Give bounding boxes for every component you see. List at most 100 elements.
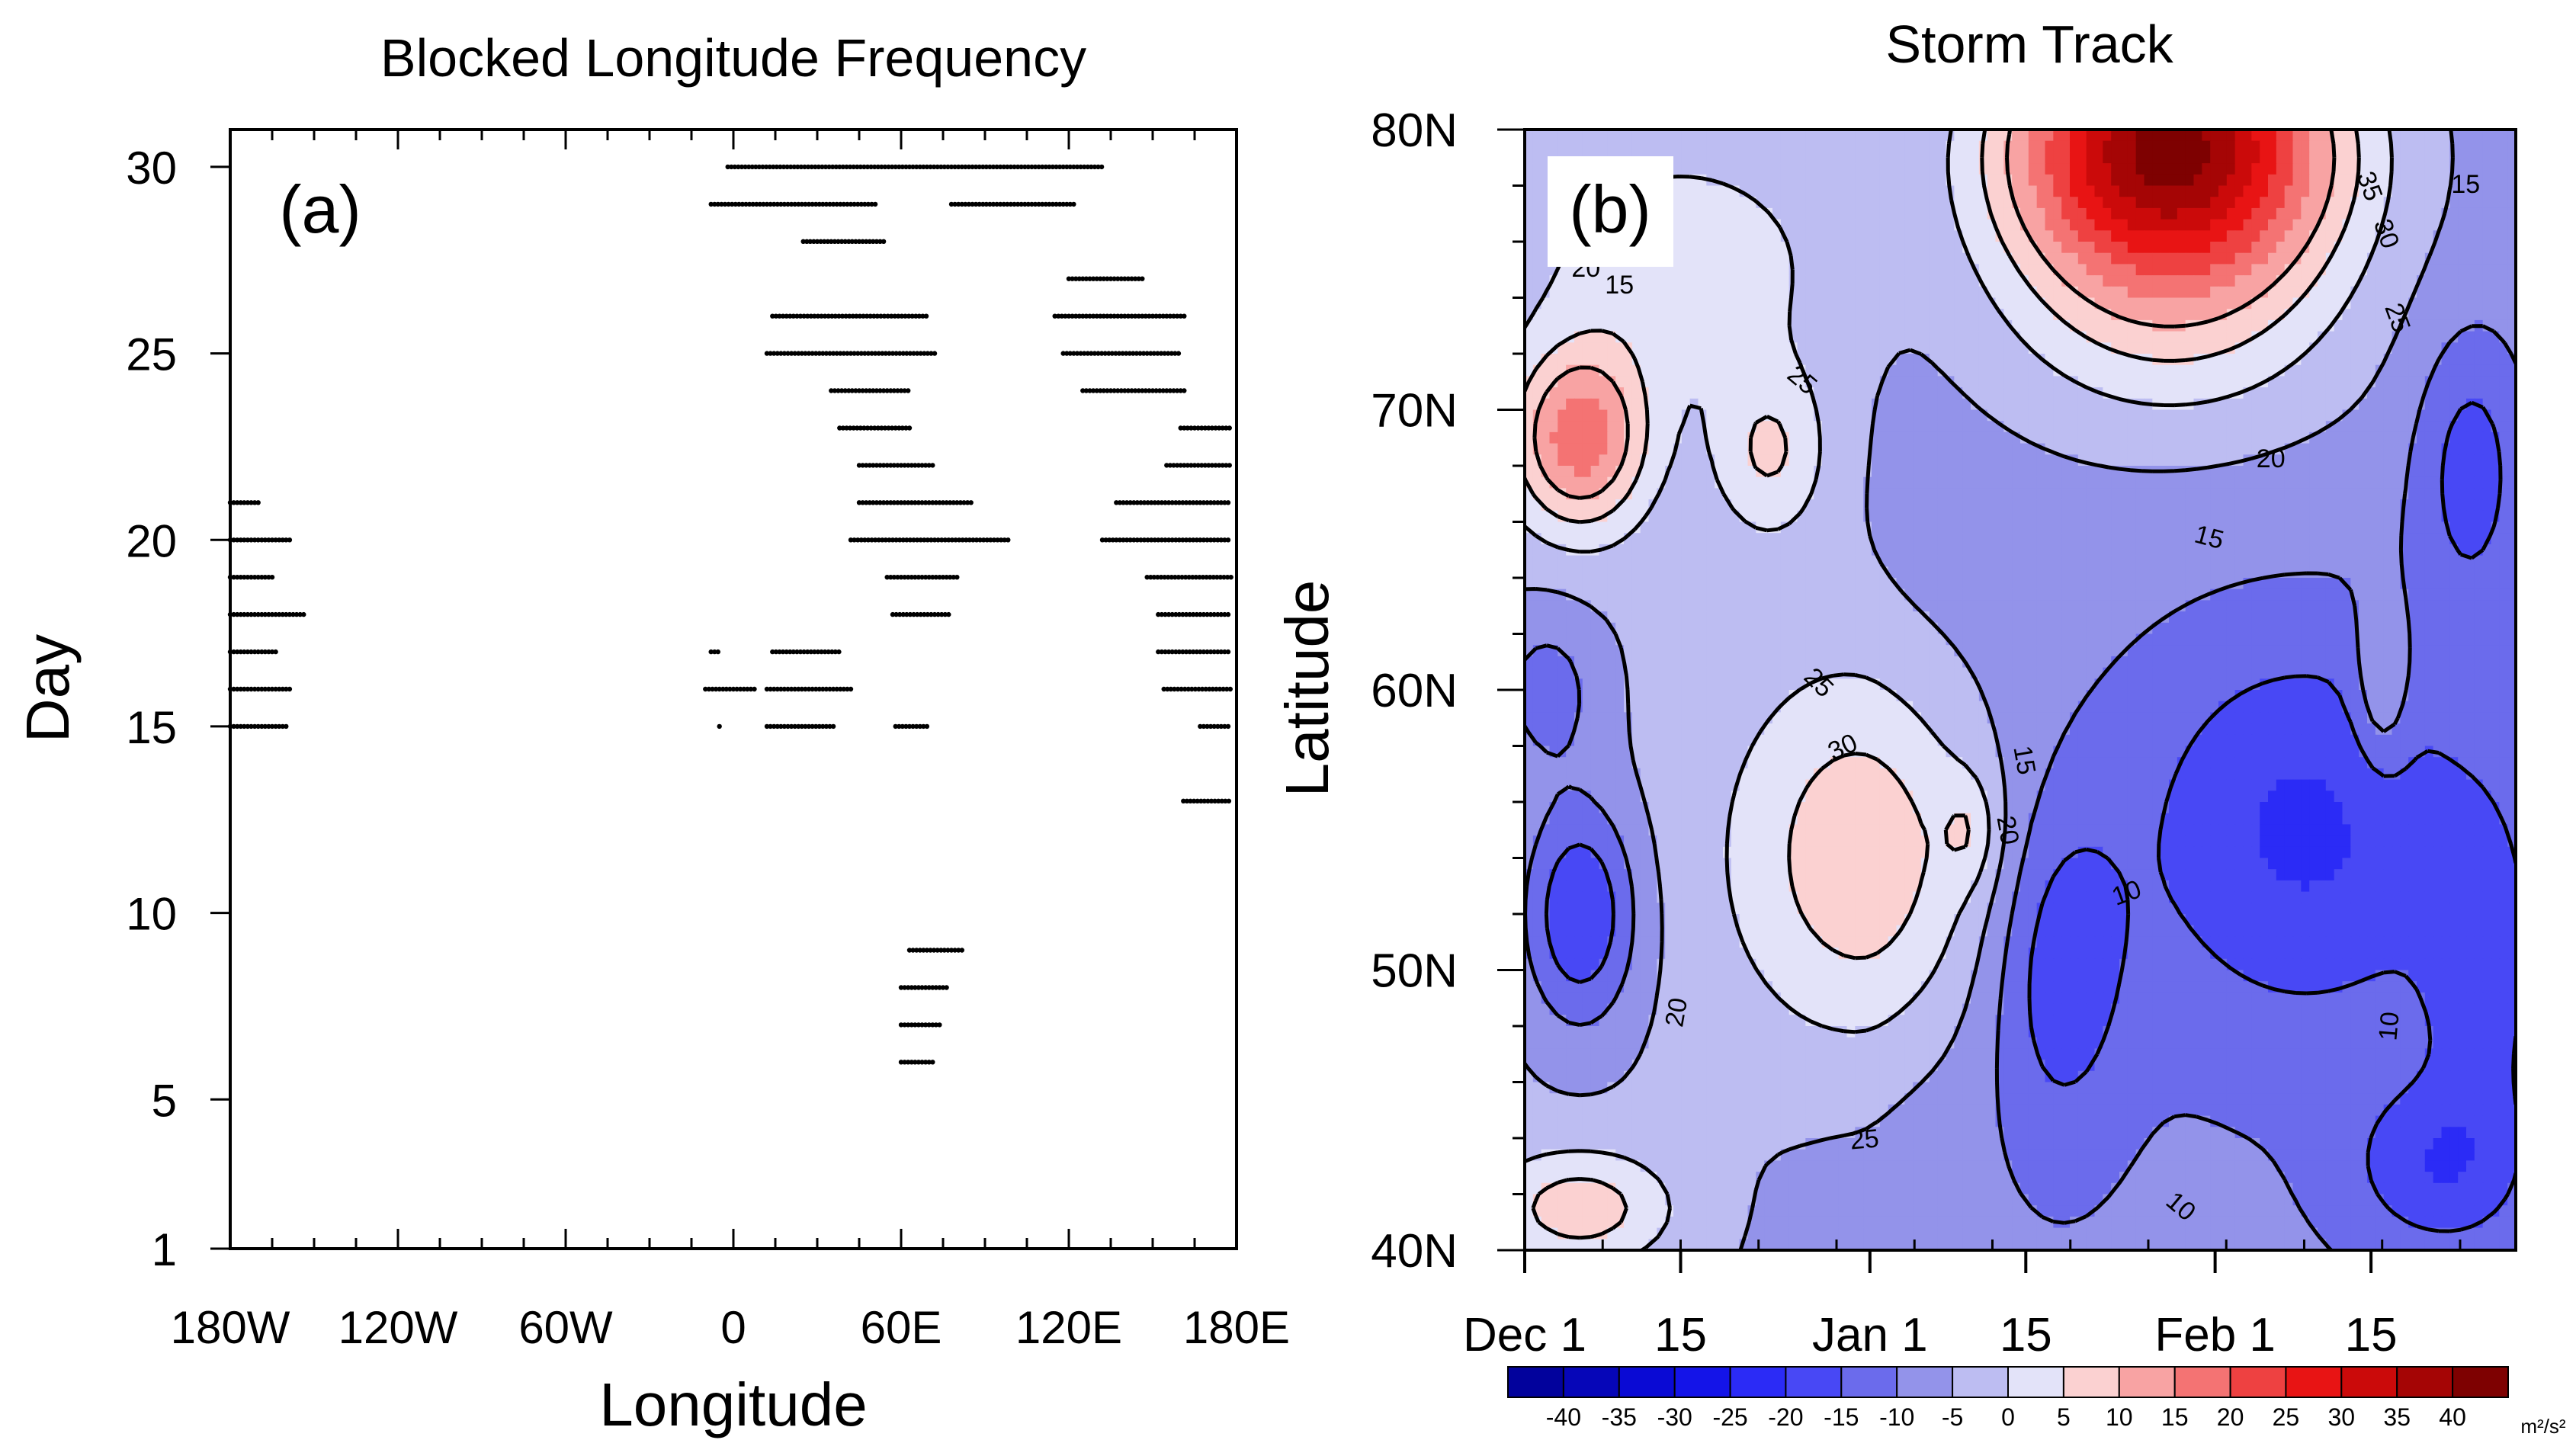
field-cell [2284,219,2294,232]
field-cell [1525,275,1534,287]
field-cell [2392,207,2401,220]
field-cell [1574,398,1583,411]
blocked-dot [902,575,907,580]
field-cell [2318,454,2327,467]
blocked-dot [864,463,869,468]
field-cell [2144,230,2154,242]
field-cell [1797,421,1807,433]
field-cell [2152,185,2161,197]
field-cell [1971,409,1980,422]
field-cell [2202,398,2211,411]
field-cell [1946,364,1955,377]
blocked-dot [1149,500,1154,505]
blocked-dot [1087,388,1092,393]
blocked-dot [888,500,893,505]
blocked-dot [865,351,871,356]
field-cell [2342,264,2352,276]
field-cell [2325,354,2335,366]
field-cell [1715,230,1724,242]
field-cell [1863,354,1872,366]
blocked-dot [1067,164,1073,170]
field-cell [2053,331,2062,344]
field-cell [1814,197,1823,209]
blocked-dot [803,723,808,730]
field-cell [1879,364,1889,377]
blocked-dot [1218,723,1224,730]
field-cell [2433,197,2443,209]
field-cell [2359,354,2368,366]
blocked-dot [848,351,854,356]
field-cell [1582,264,1592,276]
field-cell [1607,342,1616,354]
blocked-dot [1137,351,1143,356]
blocked-dot [249,611,254,617]
field-cell [1780,219,1790,232]
field-cell [1698,331,1708,344]
field-cell [1995,130,2005,142]
field-cell [2243,331,2253,344]
blocked-dot [945,948,951,953]
blocked-dot [806,351,812,356]
field-cell [1689,466,1699,478]
blocked-dot [811,239,816,244]
field-cell [2383,130,2393,142]
field-cell [2350,152,2359,164]
field-cell [2408,364,2417,377]
panel-a-label: (a) [279,172,361,247]
field-cell [1706,319,1715,332]
blocked-dot [262,723,268,730]
field-cell [2276,421,2286,433]
blocked-dot [918,611,923,617]
field-cell [2458,230,2467,242]
blocked-dot [902,1022,907,1028]
field-cell [1971,230,1980,242]
field-cell [2111,163,2120,175]
field-cell [1566,376,1575,388]
field-cell [1566,275,1575,287]
field-cell [2119,197,2128,209]
field-cell [1574,387,1583,399]
field-cell [1756,443,1765,456]
field-cell [2028,185,2038,197]
field-cell [2028,319,2038,332]
blocked-dot [235,723,240,730]
field-cell [1946,409,1955,422]
blocked-dot [1174,388,1180,393]
blocked-dot [798,164,804,170]
field-cell [2284,476,2294,489]
field-cell [2243,309,2253,321]
field-cell [2144,219,2154,232]
field-cell [1590,421,1600,433]
blocked-dot [867,463,873,468]
field-cell [1896,431,1906,444]
blocked-dot [844,425,849,431]
field-cell [2318,466,2327,478]
field-cell [2053,264,2062,276]
field-cell [2086,174,2096,187]
field-cell [2086,286,2096,299]
field-cell [2482,431,2492,444]
blocked-dot [1166,649,1172,655]
blocked-dot [1131,351,1136,356]
blocked-dot [920,313,925,319]
field-cell [2458,130,2467,142]
blocked-dot [1115,276,1121,281]
field-cell [1814,252,1823,265]
field-cell [1814,275,1823,287]
field-cell [2458,185,2467,197]
field-cell [1772,421,1782,433]
field-cell [2367,364,2376,377]
field-cell [2491,174,2501,187]
field-cell [1715,140,1724,153]
blocked-dot [1198,649,1203,655]
field-cell [2045,242,2055,254]
blocked-dot [738,686,743,692]
field-cell [2466,264,2475,276]
field-cell [1805,421,1814,433]
field-cell [2417,409,2426,422]
field-cell [1822,331,1831,344]
blocked-dot [1151,351,1157,356]
field-cell [2318,421,2327,433]
field-cell [2424,398,2434,411]
field-cell [2268,275,2277,287]
